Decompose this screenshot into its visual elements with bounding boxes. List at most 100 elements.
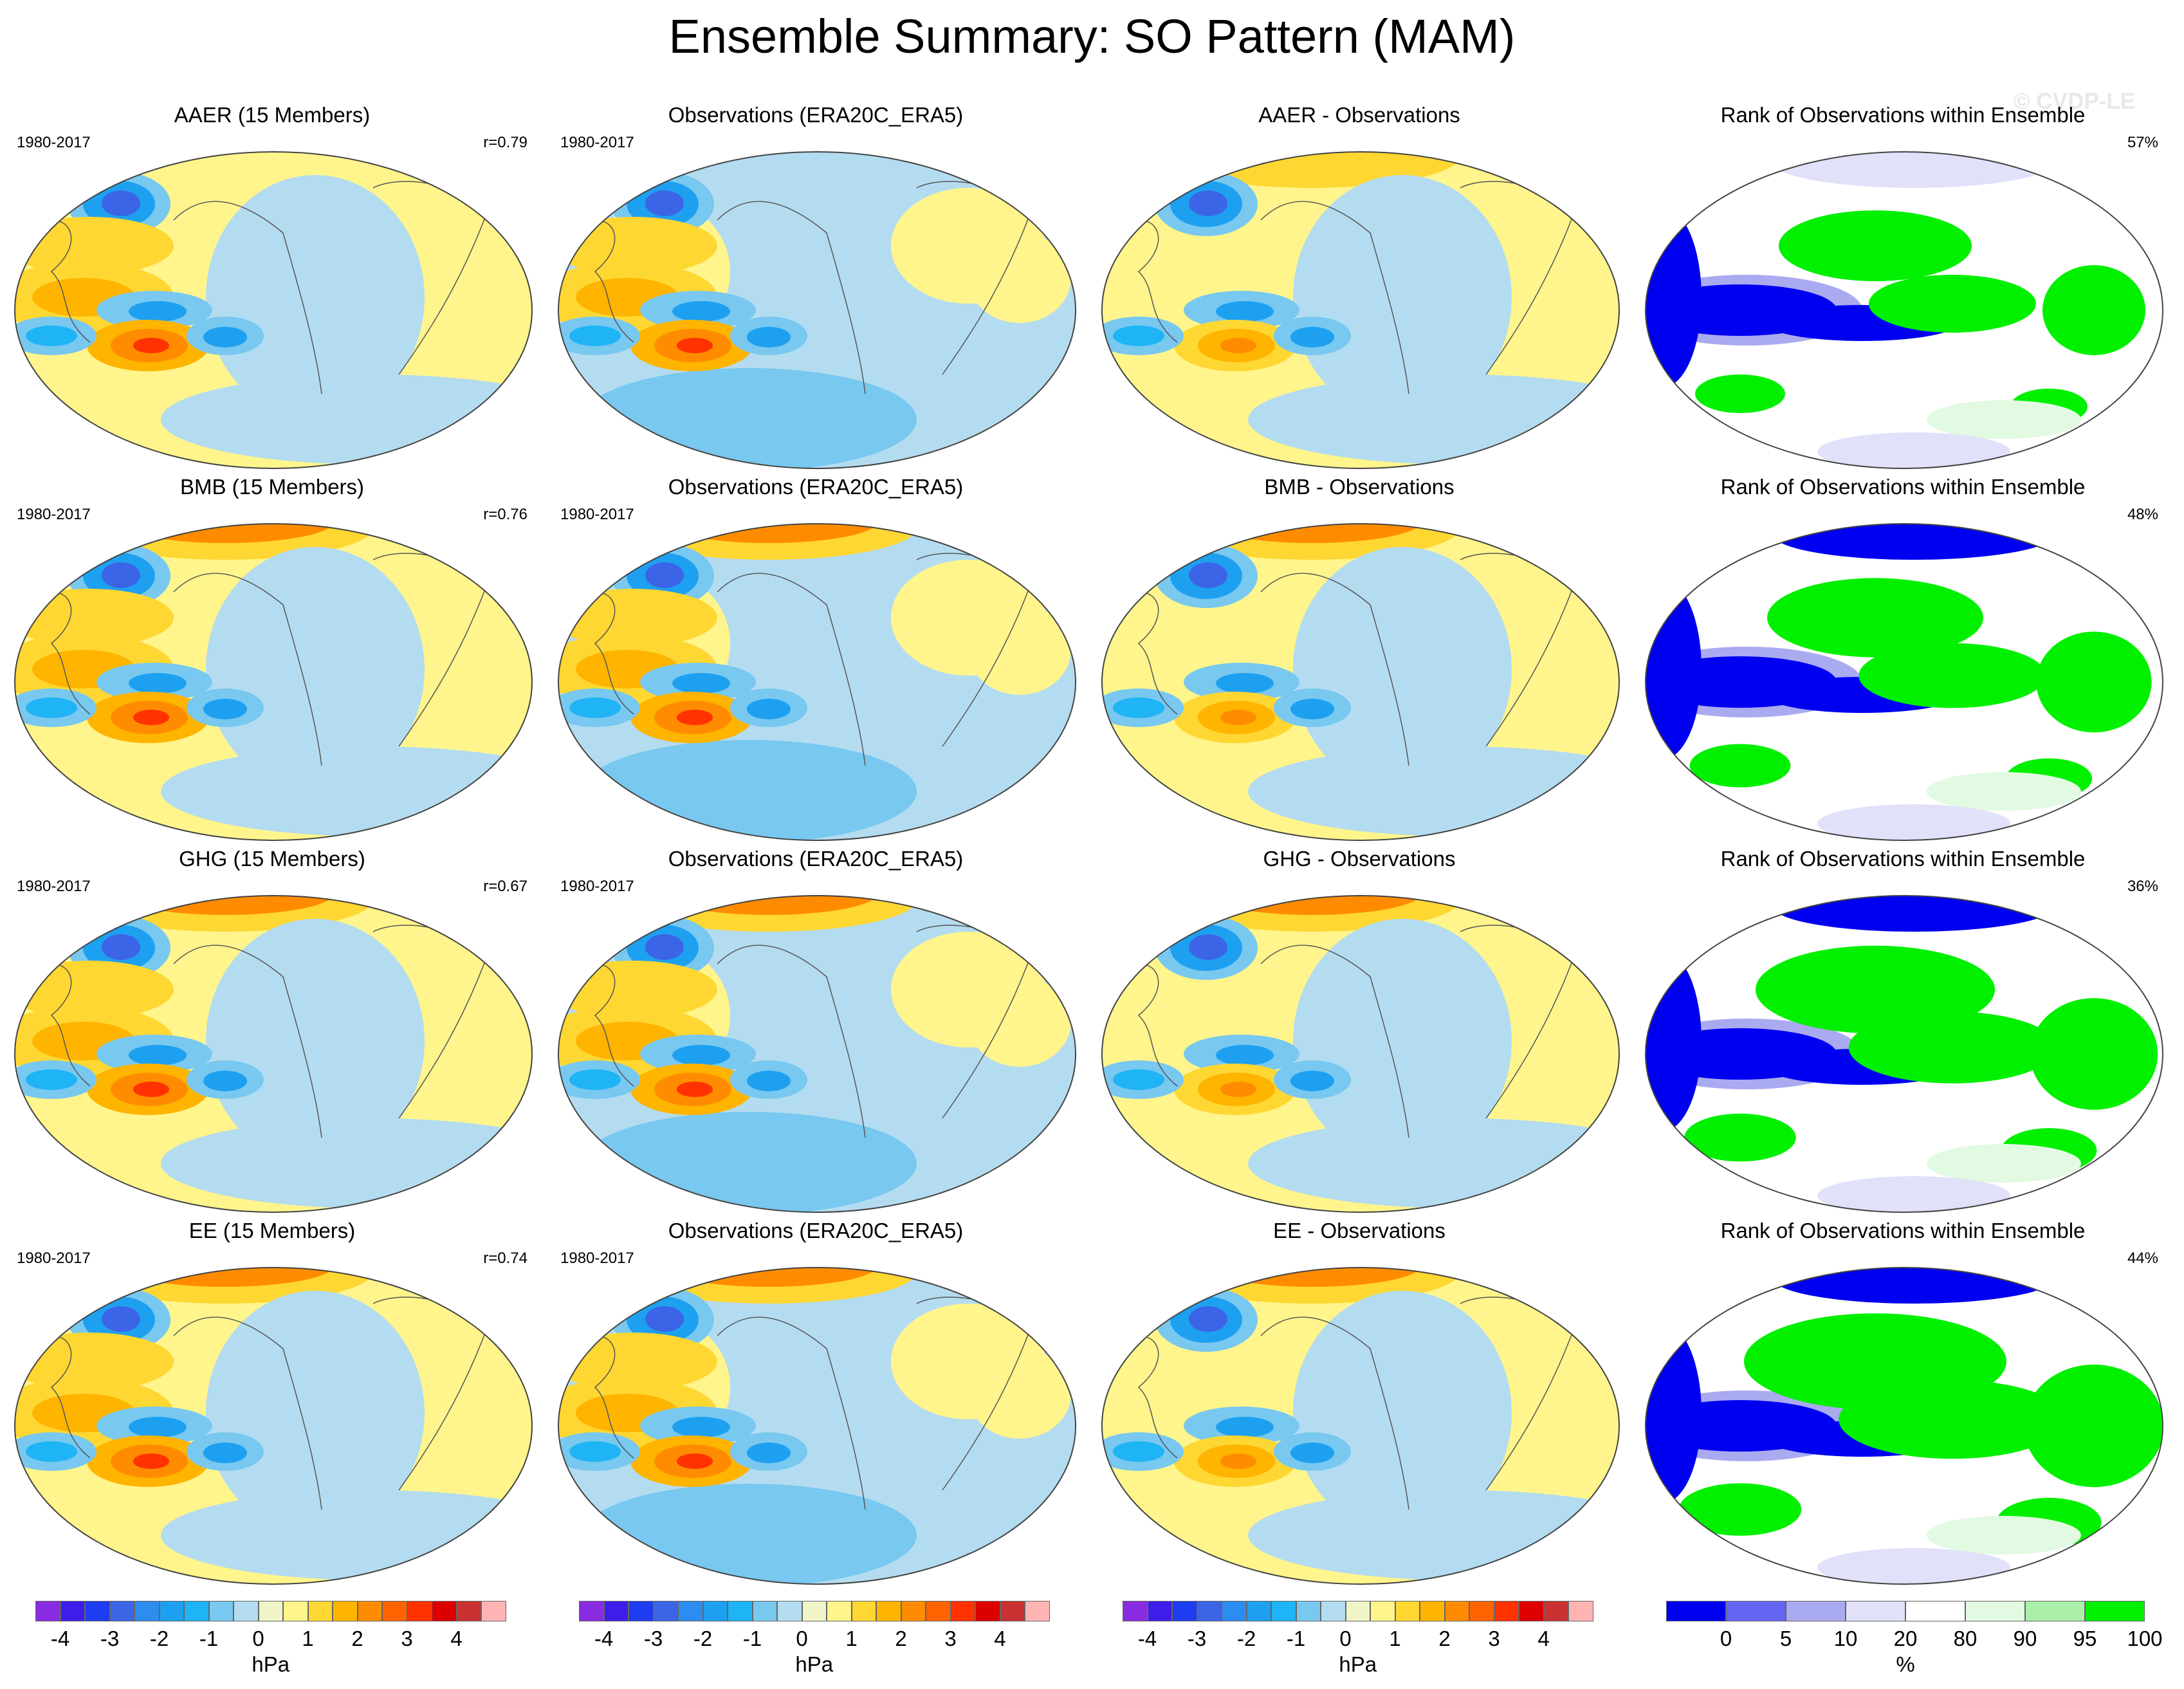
colorbar-swatch <box>1345 1601 1370 1621</box>
colorbar-swatch <box>382 1601 407 1621</box>
colorbar-tick-label: 3 <box>944 1627 957 1650</box>
colorbar-swatch <box>1000 1601 1025 1621</box>
south-pacific-low-core <box>672 1045 730 1066</box>
south-indian-low-core <box>569 1069 621 1090</box>
panel-exp-row2: BMB (15 Members) 1980-2017 r=0.76 <box>5 475 539 845</box>
north-pacific-low-core <box>645 190 684 216</box>
colorbar-swatch <box>1197 1601 1222 1621</box>
colorbar-swatch <box>258 1601 283 1621</box>
colorbar-swatch <box>1172 1601 1197 1621</box>
north-atlantic-region <box>968 1349 1071 1439</box>
panel-diff-row2: BMB - Observations <box>1092 475 1626 845</box>
rank-percent: 48% <box>2127 506 2158 523</box>
south-pacific-low-core <box>1216 301 1274 322</box>
colorbar-tick-label: -2 <box>1236 1627 1256 1650</box>
panel-obs-row4: Observations (ERA20C_ERA5) 1980-2017 <box>549 1219 1083 1589</box>
colorbar-tick-label: -3 <box>100 1627 120 1650</box>
south-indian-low-core <box>26 1441 77 1462</box>
southern-high-core <box>677 710 713 725</box>
south-atlantic-low-core <box>1290 1443 1334 1463</box>
hpa-colorbar-2: -4 -3 -2 -1 0 1 2 3 4 hPa <box>579 1594 1094 1684</box>
south-indian-low-core <box>26 326 77 346</box>
colorbar-swatch <box>901 1601 926 1621</box>
mid-low-rank-south <box>1817 432 2010 468</box>
colorbar-swatch <box>603 1601 629 1621</box>
south-pacific-low-core <box>129 1417 187 1437</box>
pacific-low-region <box>1293 1291 1512 1535</box>
colorbar-swatch <box>876 1601 901 1621</box>
southern-low-band <box>582 1112 917 1212</box>
global-map <box>1645 895 2163 1213</box>
colorbar-swatch <box>481 1601 506 1621</box>
colorbar-tick-label: -2 <box>149 1627 169 1650</box>
panel-obs-row1: Observations (ERA20C_ERA5) 1980-2017 <box>549 103 1083 473</box>
panel-title: EE - Observations <box>1273 1219 1445 1242</box>
low-rank-edge <box>1646 951 1702 1131</box>
panel-title: Rank of Observations within Ensemble <box>1720 1219 2086 1242</box>
southern-high-core <box>1220 1454 1256 1469</box>
map-outline <box>14 1267 533 1585</box>
colorbar-swatch <box>2085 1601 2145 1621</box>
pattern-correlation: r=0.74 <box>483 1250 528 1267</box>
map-outline <box>1101 1267 1620 1585</box>
north-atlantic-region <box>1512 1349 1615 1439</box>
south-atlantic-low-core <box>203 1443 247 1463</box>
colorbar-swatch <box>1543 1601 1568 1621</box>
global-map <box>558 523 1076 841</box>
north-pacific-low-core <box>102 190 140 216</box>
south-pacific-low-core <box>1216 673 1274 694</box>
high-rank-north-pacific <box>1779 210 1972 281</box>
map-outline <box>1645 1267 2163 1585</box>
south-atlantic-low-core <box>203 699 247 719</box>
colorbar-unit: hPa <box>252 1652 290 1676</box>
south-atlantic-low-core <box>1290 699 1334 719</box>
mid-high-rank <box>1927 1144 2081 1183</box>
panel-title: AAER - Observations <box>1258 103 1460 127</box>
south-atlantic-low-core <box>1290 1071 1334 1091</box>
north-pacific-low-core <box>1189 934 1227 960</box>
colorbar-tick-label: -1 <box>1286 1627 1306 1650</box>
high-rank-south-indian <box>1689 744 1791 788</box>
colorbar-tick-label: -1 <box>199 1627 219 1650</box>
panel-title: BMB (15 Members) <box>179 475 365 499</box>
north-pacific-low-core <box>645 562 684 588</box>
colorbar-tick-label: 2 <box>351 1627 363 1650</box>
colorbar-swatch <box>1025 1601 1050 1621</box>
southern-high-core <box>677 338 713 353</box>
high-rank-tropical <box>1869 275 2036 333</box>
colorbar-swatch <box>333 1601 358 1621</box>
colorbar-tick-label: 4 <box>450 1627 463 1650</box>
rank-colorbar: 0 5 10 20 80 90 95 100% <box>1666 1594 2181 1684</box>
pacific-low-region <box>1293 547 1512 791</box>
high-rank-atlantic <box>2030 998 2158 1110</box>
high-rank-atlantic <box>2024 1364 2163 1488</box>
americas-coastline <box>717 945 866 1138</box>
americas-coastline <box>1260 201 1409 394</box>
pacific-low-region <box>206 175 425 420</box>
low-rank-north <box>1772 896 2055 932</box>
panel-obs-row3: Observations (ERA20C_ERA5) 1980-2017 <box>549 847 1083 1217</box>
south-pacific-low-core <box>1216 1045 1274 1066</box>
south-indian-low-core <box>1113 1069 1164 1090</box>
colorbar-swatch <box>1370 1601 1395 1621</box>
colorbar-swatch <box>1147 1601 1172 1621</box>
colorbar-swatch <box>1786 1601 1846 1621</box>
panel-exp-row4: EE (15 Members) 1980-2017 r=0.74 <box>5 1219 539 1589</box>
rank-percent: 36% <box>2127 878 2158 895</box>
north-atlantic-region <box>425 977 528 1067</box>
panel-title: GHG - Observations <box>1263 847 1456 871</box>
colorbar-unit: hPa <box>1339 1652 1377 1676</box>
global-map <box>1645 1267 2163 1585</box>
period-label: 1980-2017 <box>17 878 91 895</box>
mid-high-rank <box>1927 772 2081 811</box>
colorbar-swatch <box>802 1601 827 1621</box>
hpa-colorbar-3: -4 -3 -2 -1 0 1 2 3 4 hPa <box>1123 1594 1637 1684</box>
panel-title: Observations (ERA20C_ERA5) <box>668 475 964 499</box>
global-map <box>1101 523 1620 841</box>
colorbar-swatch <box>1494 1601 1519 1621</box>
colorbar-swatch <box>678 1601 703 1621</box>
americas-coastline <box>173 945 322 1138</box>
colorbar-swatch <box>184 1601 209 1621</box>
south-indian-low-core <box>26 697 77 718</box>
panel-exp-row1: AAER (15 Members) 1980-2017 r=0.79 <box>5 103 539 473</box>
